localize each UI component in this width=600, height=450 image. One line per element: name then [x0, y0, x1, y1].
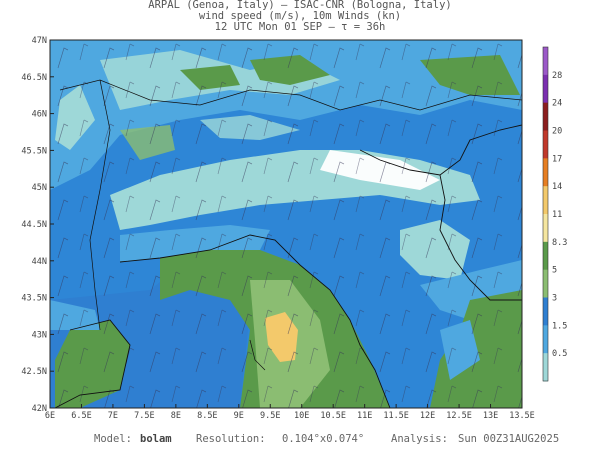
colorbar-segment	[543, 186, 548, 215]
colorbar-label: 8.3	[552, 238, 567, 248]
colorbar-label: 11	[552, 210, 562, 220]
lat-label: 43.5N	[21, 294, 47, 304]
analysis-value: Sun 00Z31AUG2025	[458, 433, 560, 445]
lon-label: 8E	[171, 411, 181, 421]
resolution-value: 0.104°x0.074°	[282, 433, 365, 445]
colorbar-segment	[543, 325, 548, 354]
colorbar-label: 0.5	[552, 349, 567, 359]
lon-label: 8.5E	[197, 411, 217, 421]
lon-label: 13.5E	[509, 411, 535, 421]
lon-label: 6E	[45, 411, 55, 421]
colorbar-segment	[543, 47, 548, 76]
lon-label: 11.5E	[383, 411, 409, 421]
coastlines	[54, 79, 522, 408]
longitude-axis: 6E 6.5E 7E 7.5E 8E 8.5E 9E 9.5E 10E 10.5E 11E 11.5E…	[45, 404, 535, 421]
colorbar-label: 17	[552, 154, 562, 164]
lon-label: 7.5E	[134, 411, 154, 421]
colorbar-segment	[543, 214, 548, 243]
lon-label: 9E	[234, 411, 244, 421]
lon-label: 9.5E	[260, 411, 280, 421]
title-line-1: ARPAL (Genoa, Italy) — ISAC-CNR (Bologna…	[148, 0, 452, 11]
lat-label: 47N	[32, 36, 47, 46]
analysis-label: Analysis:	[391, 433, 448, 445]
lon-label: 10E	[294, 411, 309, 421]
latitude-axis: 47N 46.5N 46N 45.5N 45N 44.5N 44N 43.5N 43N 42.5N…	[21, 36, 54, 414]
wind-field	[50, 40, 522, 408]
colorbar: 28 24 20 17 14 11 8.3 5 3 1.5 0.5	[542, 46, 567, 382]
lon-label: 7E	[108, 411, 118, 421]
colorbar-segment	[543, 353, 548, 382]
title-line-2: wind speed (m/s), 10m Winds (kn)	[198, 10, 402, 22]
colorbar-frame	[542, 46, 549, 382]
colorbar-segment	[543, 158, 548, 187]
lat-label: 42N	[32, 404, 47, 414]
colorbar-segment	[543, 269, 548, 298]
lat-label: 42.5N	[21, 367, 47, 377]
lat-label: 43N	[32, 330, 47, 340]
colorbar-segment	[543, 130, 548, 159]
model-label: Model:	[94, 433, 132, 445]
lat-label: 45N	[32, 183, 47, 193]
colorbar-segment	[543, 102, 548, 131]
lat-label: 45.5N	[21, 146, 47, 156]
colorbar-label: 20	[552, 127, 562, 137]
colorbar-label: 1.5	[552, 321, 567, 331]
lat-label: 44.5N	[21, 220, 47, 230]
colorbar-segment	[543, 241, 548, 271]
title-line-3: 12 UTC Mon 01 SEP — τ = 36h	[214, 21, 386, 33]
colorbar-label: 24	[552, 99, 562, 109]
lon-label: 10.5E	[320, 411, 346, 421]
title-block: ARPAL (Genoa, Italy) — ISAC-CNR (Bologna…	[0, 0, 600, 33]
colorbar-label: 3	[552, 294, 557, 304]
model-value: bolam	[140, 433, 172, 445]
colorbar-segment	[543, 297, 548, 326]
lon-label: 11E	[357, 411, 372, 421]
colorbar-label: 5	[552, 266, 557, 276]
lat-label: 46.5N	[21, 73, 47, 83]
lon-label: 6.5E	[71, 411, 91, 421]
lat-label: 44N	[32, 257, 47, 267]
colorbar-label: 28	[552, 71, 562, 81]
lon-label: 12.5E	[446, 411, 472, 421]
lat-label: 46N	[32, 110, 47, 120]
colorbar-segment	[543, 74, 548, 104]
colorbar-label: 14	[552, 182, 562, 192]
lon-label: 13E	[483, 411, 498, 421]
resolution-label: Resolution:	[196, 433, 266, 445]
lon-label: 12E	[420, 411, 435, 421]
